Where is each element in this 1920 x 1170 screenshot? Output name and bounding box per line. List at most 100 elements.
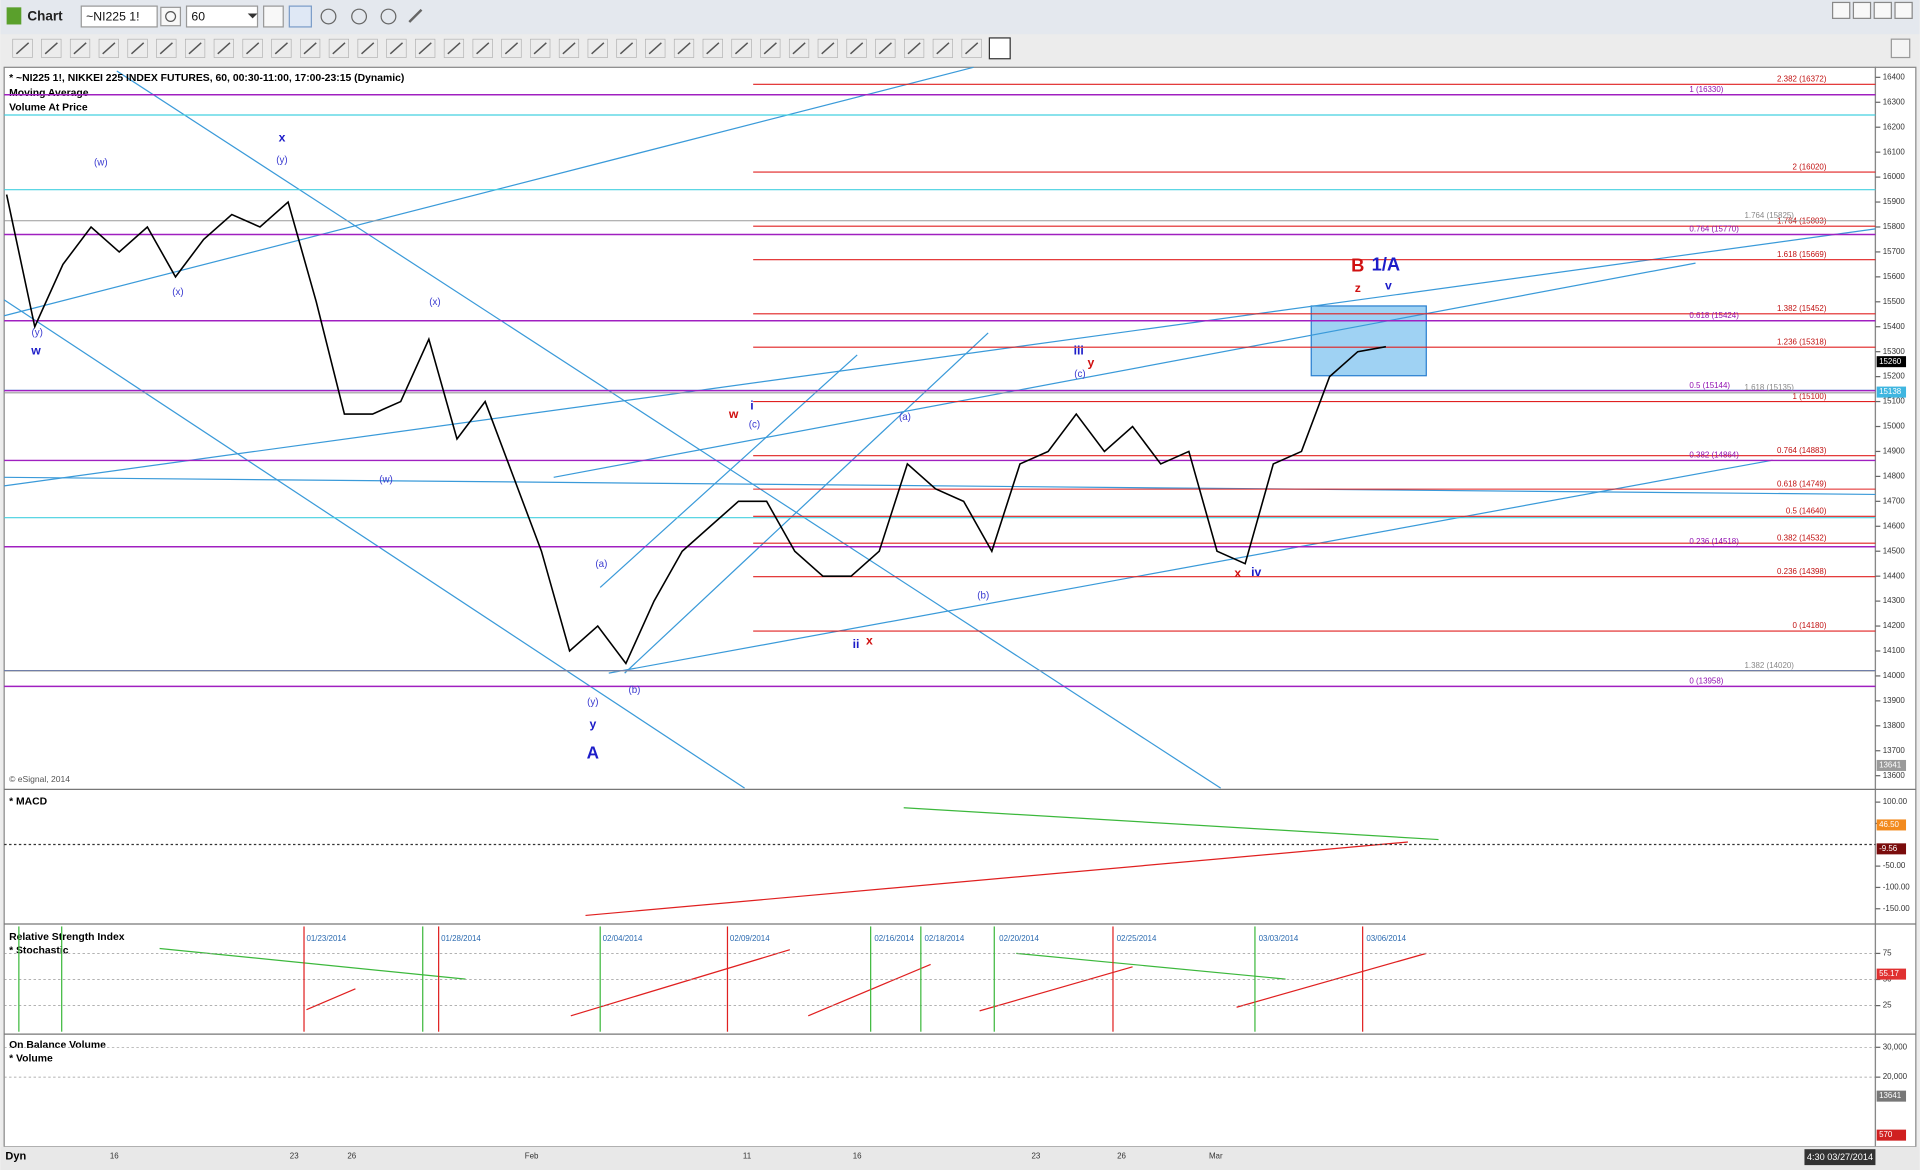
tool-button[interactable] xyxy=(875,38,896,58)
tool-button[interactable] xyxy=(645,38,666,58)
tool-button[interactable] xyxy=(501,38,522,58)
tool-icon xyxy=(246,42,260,55)
study-label: Moving Average xyxy=(9,88,89,99)
tool-icon xyxy=(562,42,576,55)
tool-button[interactable] xyxy=(242,38,263,58)
wave-label: (y) xyxy=(587,697,598,708)
value-badge xyxy=(1876,1129,1907,1141)
tool-button[interactable] xyxy=(558,38,580,58)
button[interactable] xyxy=(320,8,337,25)
tool-button[interactable] xyxy=(932,38,953,58)
y-tick-label: 16200 xyxy=(1883,122,1906,131)
tool-button[interactable] xyxy=(386,38,407,58)
button[interactable] xyxy=(351,8,368,25)
status-mode: Dyn xyxy=(5,1150,26,1162)
x-tick-label: 23 xyxy=(1031,1152,1040,1161)
trend-lines xyxy=(3,66,1876,789)
tool-button[interactable] xyxy=(69,38,91,58)
trend-line xyxy=(624,332,989,674)
tool-button[interactable] xyxy=(587,38,608,58)
tool-button[interactable] xyxy=(443,38,465,58)
value-badge-label: 13641 xyxy=(1879,1091,1902,1100)
fib-label: 2.382 (16372) xyxy=(1777,75,1827,84)
tool-button[interactable] xyxy=(271,38,292,58)
tool-button[interactable] xyxy=(127,38,148,58)
trend-line xyxy=(4,66,974,317)
wave-label: 1/A xyxy=(1372,253,1401,274)
trend-line xyxy=(1236,952,1427,1008)
value-badge xyxy=(1876,843,1907,855)
tool-button[interactable] xyxy=(357,38,378,58)
tool-button[interactable] xyxy=(961,38,982,58)
wave-label: iv xyxy=(1251,565,1261,579)
interval-input[interactable] xyxy=(185,5,259,28)
close-button[interactable] xyxy=(1894,1,1913,19)
y-tick-label: 100.00 xyxy=(1883,797,1908,806)
tool-icon xyxy=(130,42,145,55)
x-tick-label: 26 xyxy=(1117,1152,1126,1161)
button[interactable] xyxy=(408,8,423,23)
button[interactable] xyxy=(380,8,397,25)
tool-button[interactable] xyxy=(702,38,723,58)
tool-button[interactable] xyxy=(1890,38,1911,59)
wave-label: x xyxy=(866,634,873,648)
y-tick-label: 16000 xyxy=(1883,172,1906,181)
tool-button[interactable] xyxy=(846,38,867,58)
trend-line xyxy=(553,262,1696,478)
tool-button[interactable] xyxy=(616,38,637,58)
tool-button[interactable] xyxy=(817,38,838,58)
target-box xyxy=(1310,305,1427,377)
tool-icon xyxy=(274,42,288,55)
draw-button[interactable] xyxy=(288,5,312,28)
maximize-button[interactable] xyxy=(1873,1,1892,19)
price-badge-label: 15260 xyxy=(1879,357,1902,366)
date-label: 03/03/2014 xyxy=(1259,934,1299,943)
trend-line xyxy=(306,988,356,1011)
fib-label: 0 (13958) xyxy=(1689,677,1723,686)
button[interactable] xyxy=(263,5,284,28)
date-label: 02/25/2014 xyxy=(1117,934,1157,943)
tool-button[interactable] xyxy=(328,38,349,58)
date-label: 02/04/2014 xyxy=(603,934,643,943)
tool-icon xyxy=(677,42,691,55)
tool-button[interactable] xyxy=(530,38,551,58)
y-tick-label: -50.00 xyxy=(1883,861,1906,870)
tool-button[interactable] xyxy=(760,38,781,58)
x-tick-label: 26 xyxy=(347,1152,356,1161)
settings-button[interactable] xyxy=(160,6,182,27)
tool-button[interactable] xyxy=(184,38,206,58)
fib-label: 0.5 (15144) xyxy=(1689,381,1730,390)
tool-button[interactable] xyxy=(788,38,810,58)
minimize-button[interactable] xyxy=(1852,1,1872,19)
symbol-input[interactable] xyxy=(80,5,158,28)
trend-line xyxy=(608,459,1773,674)
fib-label: 2 (16020) xyxy=(1793,162,1827,171)
tool-button[interactable] xyxy=(156,38,177,58)
wave-label: x xyxy=(1234,566,1241,580)
fib-label: 0.236 (14398) xyxy=(1777,567,1827,576)
tool-button[interactable] xyxy=(472,38,493,58)
wave-label: (b) xyxy=(628,685,640,696)
tool-icon xyxy=(648,42,662,55)
wave-label: (b) xyxy=(977,591,989,602)
trend-line xyxy=(570,949,791,1017)
dropdown-arrow xyxy=(247,13,258,19)
tool-button[interactable] xyxy=(12,38,33,58)
y-tick-label: 15600 xyxy=(1883,272,1906,281)
restore-button[interactable] xyxy=(1831,1,1851,19)
wave-label: (x) xyxy=(172,287,183,298)
tool-button[interactable] xyxy=(213,38,234,58)
tool-button[interactable] xyxy=(300,38,321,58)
y-tick-label: -150.00 xyxy=(1883,904,1911,913)
tool-button[interactable] xyxy=(415,38,436,58)
tool-button[interactable] xyxy=(41,38,62,58)
tool-button[interactable] xyxy=(731,38,752,58)
trend-line xyxy=(979,966,1133,1012)
tool-button[interactable] xyxy=(904,38,925,58)
tool-button[interactable] xyxy=(98,38,119,58)
y-tick-label: 16100 xyxy=(1883,147,1906,156)
x-tick-label: 11 xyxy=(743,1152,752,1161)
tool-button[interactable] xyxy=(673,38,695,58)
tool-button[interactable] xyxy=(988,37,1011,60)
